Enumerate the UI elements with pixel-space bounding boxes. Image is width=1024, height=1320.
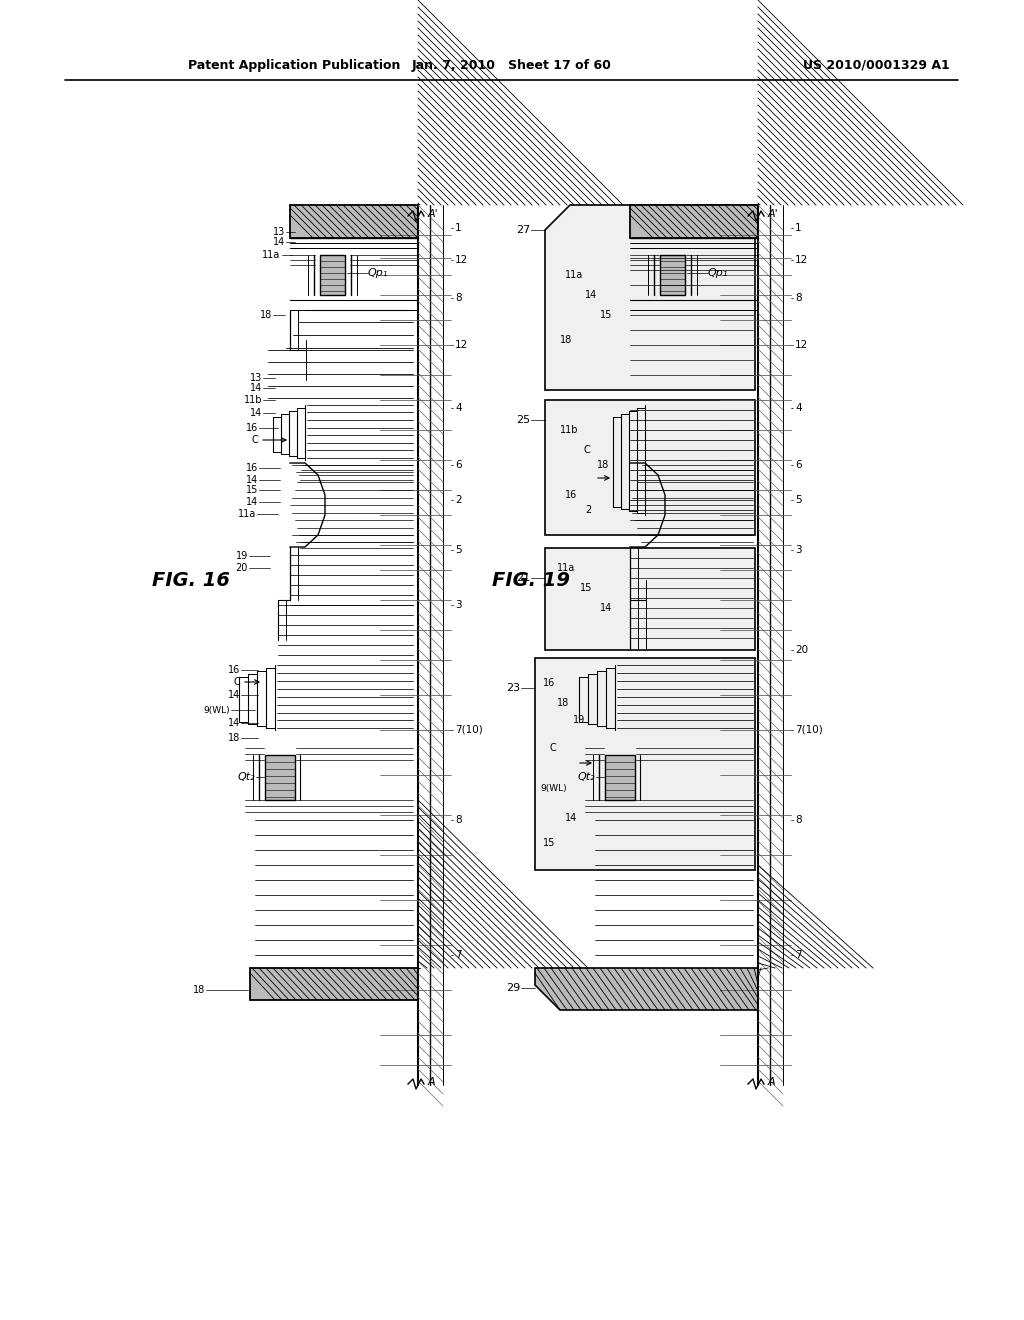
Text: 9(WL): 9(WL) xyxy=(204,705,230,714)
Text: 8: 8 xyxy=(455,814,462,825)
Text: 20: 20 xyxy=(795,645,808,655)
Text: 11a: 11a xyxy=(557,564,575,573)
Text: 29: 29 xyxy=(506,983,520,993)
Text: 11a: 11a xyxy=(238,510,256,519)
Text: 12: 12 xyxy=(795,255,808,265)
Polygon shape xyxy=(535,657,755,870)
Text: A: A xyxy=(428,1077,435,1086)
Text: C: C xyxy=(583,445,590,455)
Text: 16: 16 xyxy=(543,678,555,688)
Text: 13: 13 xyxy=(272,227,285,238)
Text: A': A' xyxy=(428,209,438,219)
Text: Jan. 7, 2010   Sheet 17 of 60: Jan. 7, 2010 Sheet 17 of 60 xyxy=(412,58,612,71)
Text: 3: 3 xyxy=(795,545,802,554)
Text: US 2010/0001329 A1: US 2010/0001329 A1 xyxy=(803,58,950,71)
Text: A': A' xyxy=(768,209,778,219)
Text: 18: 18 xyxy=(557,698,569,708)
Text: 1: 1 xyxy=(795,223,802,234)
Text: A: A xyxy=(768,1077,775,1086)
Bar xyxy=(630,205,758,238)
Text: 14: 14 xyxy=(585,290,597,300)
Polygon shape xyxy=(545,548,755,649)
Text: Patent Application Publication: Patent Application Publication xyxy=(188,58,400,71)
Text: 18: 18 xyxy=(597,459,609,470)
Text: 12: 12 xyxy=(455,341,468,350)
Text: 5: 5 xyxy=(455,545,462,554)
Bar xyxy=(605,755,635,800)
Text: 12: 12 xyxy=(795,341,808,350)
Text: 9(WL): 9(WL) xyxy=(540,784,566,792)
Text: 14: 14 xyxy=(246,475,258,484)
Text: 20: 20 xyxy=(236,564,248,573)
Text: 14: 14 xyxy=(600,603,612,612)
Text: 18: 18 xyxy=(260,310,272,319)
Text: 7: 7 xyxy=(795,950,802,960)
Bar xyxy=(319,255,345,294)
Text: 16: 16 xyxy=(246,463,258,473)
Text: Qt₂: Qt₂ xyxy=(238,772,255,781)
Text: 16: 16 xyxy=(246,422,258,433)
Text: 6: 6 xyxy=(455,459,462,470)
Text: 19: 19 xyxy=(236,550,248,561)
Text: 15: 15 xyxy=(246,484,258,495)
Text: 6: 6 xyxy=(795,459,802,470)
Text: 25: 25 xyxy=(516,414,530,425)
Text: 14: 14 xyxy=(227,718,240,729)
Text: 11b: 11b xyxy=(560,425,579,436)
Text: 21: 21 xyxy=(516,573,530,583)
Polygon shape xyxy=(535,968,758,1010)
Polygon shape xyxy=(545,400,755,535)
Text: 4: 4 xyxy=(795,403,802,413)
Text: 15: 15 xyxy=(543,838,555,847)
Text: 3: 3 xyxy=(455,601,462,610)
Text: 18: 18 xyxy=(560,335,572,345)
Text: 8: 8 xyxy=(795,814,802,825)
Text: C: C xyxy=(550,743,557,752)
Bar xyxy=(265,755,295,800)
Text: 18: 18 xyxy=(227,733,240,743)
Bar xyxy=(660,255,685,294)
Text: Qt₂: Qt₂ xyxy=(578,772,595,781)
Text: Qp₁: Qp₁ xyxy=(708,268,728,279)
Text: 11a: 11a xyxy=(262,249,280,260)
Text: 14: 14 xyxy=(565,813,578,822)
Text: 18: 18 xyxy=(193,985,205,995)
Text: 12: 12 xyxy=(455,255,468,265)
Bar xyxy=(290,205,418,238)
Text: 2: 2 xyxy=(585,506,591,515)
Text: 8: 8 xyxy=(455,293,462,304)
Text: 4: 4 xyxy=(455,403,462,413)
Text: 5: 5 xyxy=(795,495,802,506)
Bar xyxy=(250,968,418,1001)
Text: 2: 2 xyxy=(455,495,462,506)
Text: Qp₁: Qp₁ xyxy=(368,268,388,279)
Text: 16: 16 xyxy=(227,665,240,675)
Text: 7: 7 xyxy=(455,950,462,960)
Text: C: C xyxy=(233,677,240,686)
Text: 14: 14 xyxy=(272,238,285,247)
Text: 13: 13 xyxy=(250,374,262,383)
Text: 14: 14 xyxy=(227,690,240,700)
Text: C: C xyxy=(251,436,258,445)
Text: 14: 14 xyxy=(250,383,262,393)
Text: 16: 16 xyxy=(565,490,578,500)
Text: 7(10): 7(10) xyxy=(795,725,822,735)
Text: 1: 1 xyxy=(455,223,462,234)
Text: 14: 14 xyxy=(250,408,262,418)
Text: 11a: 11a xyxy=(565,271,584,280)
Polygon shape xyxy=(545,205,755,389)
Text: 8: 8 xyxy=(795,293,802,304)
Text: 15: 15 xyxy=(580,583,592,593)
Text: 14: 14 xyxy=(246,498,258,507)
Text: 23: 23 xyxy=(506,682,520,693)
Text: 19: 19 xyxy=(573,715,586,725)
Text: 11b: 11b xyxy=(244,395,262,405)
Text: FIG. 16: FIG. 16 xyxy=(152,570,230,590)
Text: 15: 15 xyxy=(600,310,612,319)
Text: 7(10): 7(10) xyxy=(455,725,482,735)
Text: FIG. 19: FIG. 19 xyxy=(492,570,570,590)
Text: 27: 27 xyxy=(516,224,530,235)
